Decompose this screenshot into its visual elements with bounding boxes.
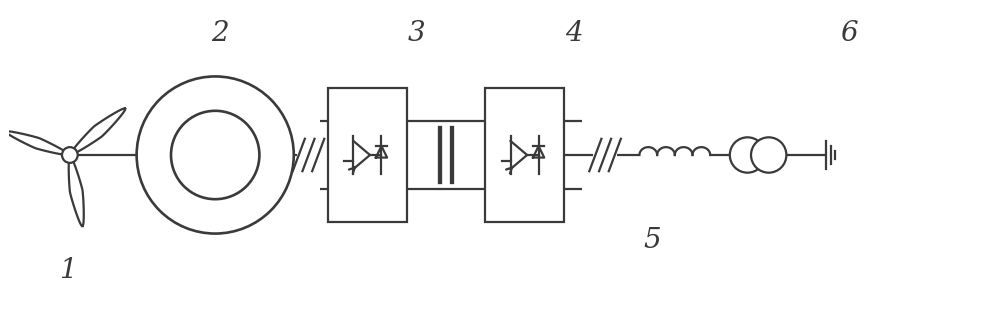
- Circle shape: [171, 111, 259, 199]
- Text: 1: 1: [59, 257, 77, 284]
- Circle shape: [62, 147, 78, 163]
- Circle shape: [730, 137, 765, 173]
- Circle shape: [751, 137, 786, 173]
- Bar: [328, 88, 407, 222]
- Text: 2: 2: [211, 20, 229, 47]
- Text: 3: 3: [408, 20, 425, 47]
- Text: 5: 5: [643, 227, 661, 254]
- Circle shape: [137, 77, 294, 233]
- Text: 4: 4: [565, 20, 582, 47]
- Text: 6: 6: [840, 20, 857, 47]
- Bar: [485, 88, 564, 222]
